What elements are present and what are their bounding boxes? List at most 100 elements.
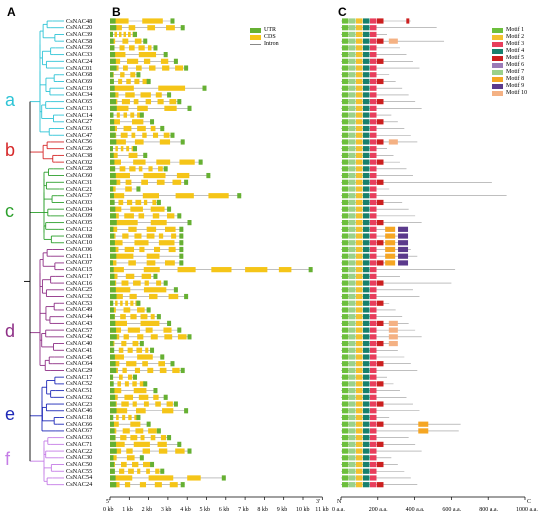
cds-exon bbox=[130, 435, 138, 441]
cds-exon bbox=[127, 327, 140, 333]
motif-box bbox=[363, 367, 370, 374]
motif-box bbox=[356, 280, 363, 286]
motif-box bbox=[356, 125, 363, 132]
motif-box bbox=[370, 206, 377, 212]
cds-exon bbox=[126, 199, 133, 206]
utr-3prime bbox=[202, 85, 207, 91]
motif-legend-row: Motif 1 bbox=[492, 27, 527, 34]
utr-3prime bbox=[180, 25, 185, 31]
motif-box bbox=[377, 119, 384, 125]
motif-box bbox=[370, 99, 377, 105]
cds-exon bbox=[125, 300, 129, 306]
cds-exon bbox=[110, 475, 133, 481]
cds-exon bbox=[118, 347, 124, 353]
motif-box bbox=[363, 226, 370, 232]
cds-exon bbox=[158, 233, 164, 239]
cds-exon bbox=[138, 394, 149, 400]
cds-exon bbox=[162, 65, 170, 71]
utr-5prime bbox=[110, 273, 115, 279]
cds-exon bbox=[132, 381, 137, 387]
motif-box bbox=[363, 280, 370, 286]
utr-5prime bbox=[110, 166, 116, 172]
motif-box bbox=[356, 394, 363, 400]
gene-tick-label: 3 kb bbox=[160, 507, 172, 513]
utr-5prime bbox=[110, 267, 114, 273]
motif-box bbox=[363, 105, 370, 111]
motif-box bbox=[349, 233, 356, 239]
motif-box bbox=[349, 320, 356, 326]
panel-b-letter: B bbox=[112, 5, 121, 19]
motif-box bbox=[356, 461, 363, 468]
cds-exon bbox=[171, 233, 177, 239]
cds-exon bbox=[128, 152, 138, 158]
panel-a-letter: A bbox=[7, 5, 16, 19]
motif-box bbox=[342, 159, 349, 165]
motif-box bbox=[356, 347, 363, 353]
utr-5prime bbox=[110, 99, 117, 105]
motif-box bbox=[370, 78, 377, 85]
cds-exon bbox=[142, 132, 147, 138]
motif-box bbox=[349, 193, 356, 199]
cds-exon bbox=[117, 381, 121, 387]
motif-box bbox=[385, 253, 396, 259]
motif-box bbox=[342, 408, 349, 414]
cds-exon bbox=[142, 448, 150, 454]
cds-exon bbox=[136, 65, 142, 71]
motif-box bbox=[370, 119, 377, 125]
motif-legend-swatch bbox=[492, 84, 503, 89]
utr-5prime bbox=[110, 253, 117, 259]
utr-3prime bbox=[177, 441, 182, 447]
cds-exon bbox=[123, 65, 128, 71]
cds-exon bbox=[158, 240, 175, 246]
utr-3prime bbox=[136, 72, 141, 78]
gene-label: CsNAC05 bbox=[66, 219, 93, 227]
motif-box bbox=[342, 139, 349, 145]
cds-exon bbox=[143, 58, 151, 64]
motif-box bbox=[349, 347, 356, 353]
gene-label: CsNAC07 bbox=[66, 259, 93, 267]
motif-box bbox=[370, 280, 377, 286]
utr-3prime bbox=[180, 139, 185, 145]
utr-5prime bbox=[110, 280, 116, 286]
gene-structure-legend: UTR CDS Intron bbox=[250, 27, 279, 48]
motif-box bbox=[349, 388, 356, 394]
motif-box bbox=[349, 105, 356, 111]
motif-box bbox=[349, 99, 356, 105]
motif-box bbox=[349, 72, 356, 78]
utr-3prime bbox=[153, 273, 158, 279]
motif-box bbox=[342, 287, 349, 293]
motif-box bbox=[388, 327, 398, 333]
motif-box bbox=[356, 92, 363, 98]
motif-box bbox=[349, 475, 356, 481]
cds-exon bbox=[110, 367, 118, 374]
motif-box bbox=[377, 361, 384, 367]
gene-label: CsNAC54 bbox=[66, 474, 93, 482]
cds-exon bbox=[138, 45, 145, 51]
motif-box bbox=[370, 186, 377, 192]
cds-exon bbox=[110, 361, 120, 367]
cds-exon bbox=[158, 361, 166, 367]
utr-5prime bbox=[110, 92, 116, 98]
motif-box bbox=[349, 45, 356, 51]
cds-exon bbox=[110, 159, 121, 165]
cds-exon bbox=[154, 482, 162, 488]
utr-3prime bbox=[170, 132, 175, 138]
motif-box bbox=[356, 166, 363, 172]
cds-exon bbox=[138, 166, 143, 172]
motif-box bbox=[349, 186, 356, 192]
motif-box bbox=[363, 448, 370, 454]
motif-box bbox=[363, 78, 370, 85]
cds-exon bbox=[175, 193, 194, 199]
motif-box bbox=[356, 300, 363, 306]
cds-exon bbox=[137, 307, 145, 313]
motif-tick-label: 600 a.a. bbox=[442, 507, 462, 513]
cds-exon bbox=[116, 112, 120, 118]
utr-5prime bbox=[110, 193, 114, 199]
motif-box bbox=[363, 233, 370, 239]
cds-exon bbox=[110, 381, 114, 387]
motif-box bbox=[370, 374, 377, 380]
cds-exon bbox=[110, 213, 119, 219]
cds-exon bbox=[110, 146, 113, 152]
motif-box bbox=[370, 314, 377, 320]
utr-5prime bbox=[110, 186, 114, 192]
